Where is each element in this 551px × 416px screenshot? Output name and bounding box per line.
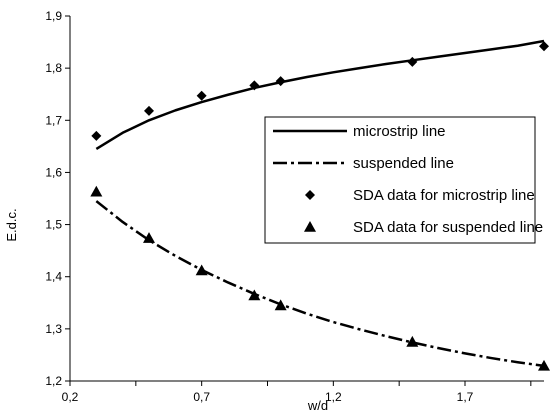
y-tick-label: 1,8 xyxy=(45,61,62,75)
y-tick-label: 1,4 xyxy=(45,270,62,284)
data-point xyxy=(91,130,102,141)
legend: microstrip line suspended line SDA data fo… xyxy=(264,116,543,244)
data-point xyxy=(248,289,261,301)
data-point xyxy=(90,185,103,197)
legend-label: SDA data for suspended line xyxy=(353,219,543,236)
legend-label: suspended line xyxy=(353,155,454,172)
data-point xyxy=(196,90,207,101)
series-2 xyxy=(91,41,549,141)
plot-area xyxy=(90,39,550,371)
y-tick-label: 1,9 xyxy=(45,9,62,23)
series-line xyxy=(95,200,545,368)
y-ticks: 1,2 1,3 1,4 1,5 1,6 1,7 1,8 1,9 xyxy=(45,9,70,388)
legend-symbol xyxy=(304,221,316,232)
legend-symbol xyxy=(305,190,315,200)
x-axis-label: w/d xyxy=(307,398,328,413)
data-point xyxy=(274,299,287,311)
legend-label: SDA data for microstrip line xyxy=(353,187,535,204)
x-tick-label: 1,2 xyxy=(325,390,342,404)
data-point xyxy=(407,56,418,67)
data-point xyxy=(195,264,208,276)
y-tick-label: 1,6 xyxy=(45,165,62,179)
data-point xyxy=(538,359,550,371)
y-tick-label: 1,5 xyxy=(45,218,62,232)
data-point xyxy=(143,232,155,243)
y-tick-label: 1,7 xyxy=(45,113,62,127)
x-ticks: 0,2 0,7 1,2 1,7 xyxy=(62,381,532,404)
series-line xyxy=(95,39,545,151)
series-0 xyxy=(95,39,545,151)
y-axis-label: E.d.c. xyxy=(4,208,19,241)
x-tick-label: 0,2 xyxy=(62,390,79,404)
x-tick-label: 0,7 xyxy=(193,390,210,404)
series-3 xyxy=(90,185,550,371)
data-point xyxy=(144,105,154,116)
series-1 xyxy=(95,200,545,368)
y-tick-label: 1,2 xyxy=(45,374,62,388)
legend-label: microstrip line xyxy=(353,123,446,140)
data-point xyxy=(249,80,260,91)
y-tick-label: 1,3 xyxy=(45,322,62,336)
x-tick-label: 1,7 xyxy=(457,390,474,404)
data-point xyxy=(406,335,419,347)
data-point xyxy=(539,41,549,52)
data-point xyxy=(275,76,286,87)
